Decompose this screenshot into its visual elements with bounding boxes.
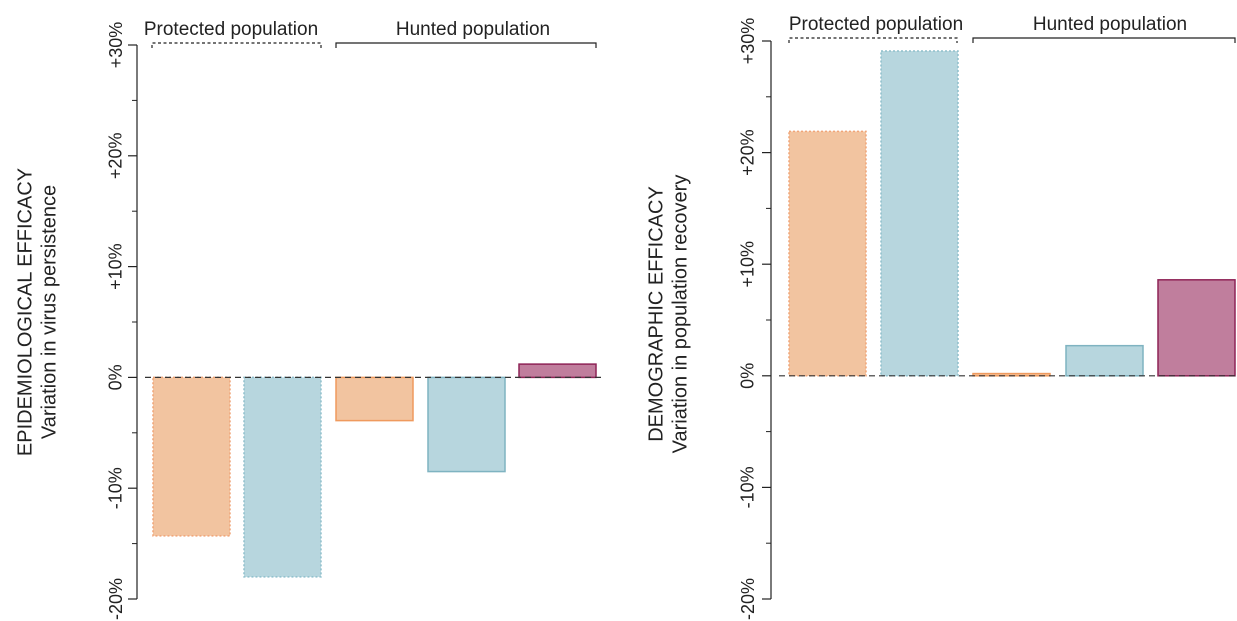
bar <box>1065 344 1144 377</box>
y-tick-label: -20% <box>106 578 126 620</box>
y-tick-label: -10% <box>738 466 758 508</box>
bar <box>1157 279 1236 377</box>
group-bracket <box>151 42 322 48</box>
y-tick-label: 0% <box>106 364 126 390</box>
bar <box>518 363 597 379</box>
bar <box>427 376 506 473</box>
bar <box>152 376 231 537</box>
group-label: Protected population <box>789 14 963 35</box>
group-bracket <box>788 37 958 43</box>
y-tick-label: +10% <box>738 241 758 288</box>
y-tick-label: +30% <box>738 18 758 65</box>
group-label: Protected population <box>144 19 318 40</box>
group-bracket <box>335 42 597 48</box>
y-tick-label: -20% <box>738 578 758 620</box>
epidemiological-efficacy-panel: +30% +20% +10% 0% -10% -20% Protected populati… <box>14 19 604 620</box>
bar <box>788 130 867 377</box>
bar <box>243 376 322 578</box>
y-axis-label: Variation in virus persistence <box>38 185 60 439</box>
y-tick-label: +10% <box>106 243 126 290</box>
y-tick-label: +30% <box>106 22 126 69</box>
bar <box>335 376 414 422</box>
y-axis-label: DEMOGRAPHIC EFFICACY <box>645 186 667 442</box>
y-tick-label: +20% <box>106 133 126 180</box>
group-bracket <box>972 37 1236 43</box>
bar <box>880 50 959 377</box>
y-axis-label: Variation in population recovery <box>669 175 691 454</box>
y-axis-label: EPIDEMIOLOGICAL EFFICACY <box>14 168 36 456</box>
group-label: Hunted population <box>1033 14 1187 35</box>
group-label: Hunted population <box>396 19 550 40</box>
y-tick-label: 0% <box>738 363 758 389</box>
y-tick-label: +20% <box>738 129 758 176</box>
y-tick-label: -10% <box>106 467 126 509</box>
demographic-efficacy-panel: +30% +20% +10% 0% -10% -20% Protected populati… <box>645 14 1237 620</box>
